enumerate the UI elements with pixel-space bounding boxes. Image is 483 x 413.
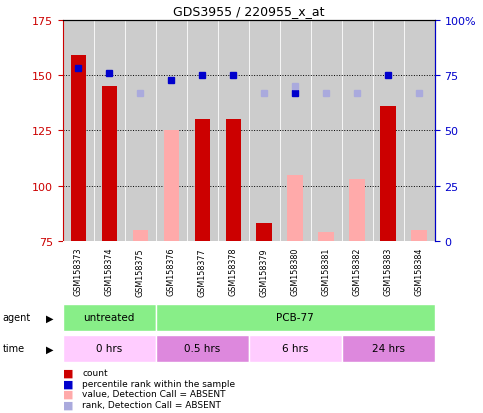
Text: untreated: untreated (84, 313, 135, 323)
Bar (256, 224, 272, 242)
Bar (404, 21, 435, 413)
Text: value, Detection Call = ABSENT: value, Detection Call = ABSENT (82, 389, 226, 399)
Text: 24 hrs: 24 hrs (372, 344, 405, 354)
Text: GSM158376: GSM158376 (167, 247, 176, 296)
Bar (101, 87, 117, 242)
Bar (187, 21, 218, 413)
Bar (287, 176, 303, 242)
Text: GSM158377: GSM158377 (198, 247, 207, 296)
Text: GSM158382: GSM158382 (353, 247, 362, 296)
Text: agent: agent (2, 313, 30, 323)
Text: rank, Detection Call = ABSENT: rank, Detection Call = ABSENT (82, 400, 221, 409)
Bar (71, 56, 86, 242)
Text: time: time (2, 344, 25, 354)
Text: GSM158374: GSM158374 (105, 247, 114, 296)
Text: GSM158383: GSM158383 (384, 247, 393, 296)
Text: 6 hrs: 6 hrs (282, 344, 309, 354)
Bar (249, 21, 280, 413)
Bar (373, 21, 404, 413)
Bar (311, 21, 342, 413)
Bar (63, 335, 156, 362)
Bar (249, 335, 342, 362)
Bar (342, 335, 435, 362)
Text: ■: ■ (63, 378, 73, 388)
Bar (125, 21, 156, 413)
Bar (63, 21, 94, 413)
Bar (164, 131, 179, 242)
Text: GSM158384: GSM158384 (415, 247, 424, 296)
Text: count: count (82, 368, 108, 377)
Text: ▶: ▶ (46, 344, 54, 354)
Text: 0 hrs: 0 hrs (96, 344, 122, 354)
Bar (342, 21, 373, 413)
Text: PCB-77: PCB-77 (276, 313, 314, 323)
Bar (350, 180, 365, 242)
Bar (280, 21, 311, 413)
Text: GSM158381: GSM158381 (322, 247, 331, 296)
Bar (318, 233, 334, 242)
Text: ▶: ▶ (46, 313, 54, 323)
Bar (94, 21, 125, 413)
Bar (156, 21, 187, 413)
Text: ■: ■ (63, 389, 73, 399)
Bar (195, 120, 210, 242)
Title: GDS3955 / 220955_x_at: GDS3955 / 220955_x_at (173, 5, 325, 18)
Bar (412, 230, 427, 242)
Bar (218, 21, 249, 413)
Bar (156, 304, 435, 331)
Bar (226, 120, 241, 242)
Text: 0.5 hrs: 0.5 hrs (184, 344, 220, 354)
Text: GSM158373: GSM158373 (74, 247, 83, 296)
Text: GSM158375: GSM158375 (136, 247, 145, 296)
Text: GSM158378: GSM158378 (229, 247, 238, 296)
Bar (63, 304, 156, 331)
Bar (132, 230, 148, 242)
Bar (381, 107, 396, 242)
Text: GSM158380: GSM158380 (291, 247, 300, 296)
Bar (156, 335, 249, 362)
Text: ■: ■ (63, 368, 73, 377)
Text: GSM158379: GSM158379 (260, 247, 269, 296)
Text: percentile rank within the sample: percentile rank within the sample (82, 379, 235, 388)
Text: ■: ■ (63, 400, 73, 410)
